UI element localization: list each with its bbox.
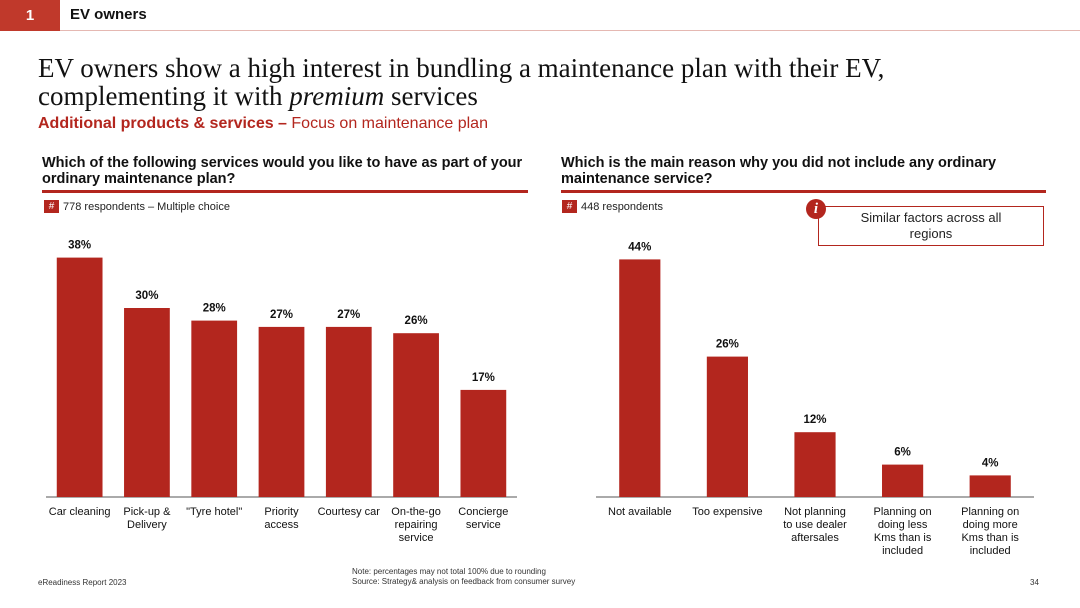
right-chart-category-label: Planning on [874,506,932,518]
left-chart-category-label: Courtesy car [318,506,381,518]
right-chart-category-label: Too expensive [692,506,762,518]
right-question-rule [561,190,1046,193]
right-chart-category-label: doing less [878,519,928,531]
right-chart-category-label: included [882,545,923,557]
right-chart-data-label: 12% [803,414,826,426]
right-chart-bar [706,356,748,497]
section-number-badge: 1 [0,0,60,31]
right-chart-category-label: to use dealer [783,519,847,531]
right-chart-category-label: Not planning [784,506,846,518]
right-chart-category-label: Planning on [961,506,1019,518]
right-chart-category-label: Kms than is [874,532,932,544]
footer-source: Source: Strategy& analysis on feedback f… [352,577,576,586]
left-question: Which of the following services would yo… [42,155,523,187]
right-respondents: # 448 respondents [562,200,663,213]
page-number: 34 [1030,578,1039,587]
subtitle-rest: Focus on maintenance plan [286,115,488,132]
left-chart-category-label: On-the-go [391,506,441,518]
right-chart-bar [882,464,924,497]
right-question: Which is the main reason why you did not… [561,155,997,187]
left-chart-data-label: 17% [472,372,495,384]
left-chart-data-label: 27% [337,309,360,321]
left-chart-category-label: Delivery [127,519,167,531]
right-chart-category-label: Not available [608,506,672,518]
section-label: EV owners [70,6,147,23]
header-divider [60,30,1080,31]
right-chart-data-label: 6% [894,447,911,459]
right-chart-category-label: doing more [963,519,1018,531]
left-chart-bar [460,389,507,497]
right-bar-chart: 44% Not available 26% Too expensive 12% Not p… [596,241,1034,557]
title-line-2-prefix: complementing it with [38,81,290,111]
left-chart-category-label: service [466,519,501,531]
left-chart-data-label: 28% [203,303,226,315]
left-respondents-text: 778 respondents – Multiple choice [63,200,230,213]
footer-note-text: Note: percentages may not total 100% due… [352,567,546,576]
left-bar-chart: 38% Car cleaning 30% Pick-up &Delivery 28% "T… [46,240,517,544]
title-line-2-suffix: services [384,81,478,111]
hash-icon: # [562,200,577,213]
left-chart-bar [56,257,103,497]
left-chart-bar [325,326,372,497]
left-chart-data-label: 38% [68,240,91,252]
right-chart-data-label: 26% [716,339,739,351]
title-line-1: EV owners show a high interest in bundli… [38,53,885,83]
right-chart-category-label: Kms than is [961,532,1019,544]
left-chart-category-label: Pick-up & [123,506,171,518]
left-chart-category-label: repairing [395,519,438,531]
left-chart-category-label: access [264,519,299,531]
right-chart-data-label: 44% [628,241,651,253]
right-chart-bar [794,432,836,497]
footer-report: eReadiness Report 2023 [38,578,127,587]
left-chart-category-label: service [399,532,434,544]
left-chart-data-label: 27% [270,309,293,321]
left-chart-data-label: 30% [135,290,158,302]
left-chart-category-label: Priority [264,506,299,518]
right-chart-category-label: included [970,545,1011,557]
page-title: EV owners show a high interest in bundli… [38,54,1038,110]
right-respondents-text: 448 respondents [581,200,663,213]
subtitle-bold: Additional products & services – [38,115,287,132]
page-subtitle: Additional products & services – Focus o… [38,115,488,133]
hash-icon: # [44,200,59,213]
info-icon: i [806,199,826,219]
left-chart-category-label: "Tyre hotel" [186,506,242,518]
left-chart-bar [191,320,238,497]
footer-note: Note: percentages may not total 100% due… [352,567,575,587]
right-chart-data-label: 4% [982,457,999,469]
right-chart-bar [619,259,661,497]
left-chart-bar [124,308,170,497]
left-respondents: # 778 respondents – Multiple choice [44,200,230,213]
left-question-rule [42,190,528,193]
callout-box: Similar factors across all regions [818,206,1044,246]
right-chart-bar [969,475,1011,497]
title-emphasis: premium [289,81,385,111]
left-chart-bar [258,326,305,497]
right-chart-category-label: aftersales [791,532,839,544]
left-chart-data-label: 26% [405,315,428,327]
left-chart-category-label: Concierge [458,506,508,518]
left-chart-bar [393,333,439,497]
left-chart-category-label: Car cleaning [49,506,111,518]
